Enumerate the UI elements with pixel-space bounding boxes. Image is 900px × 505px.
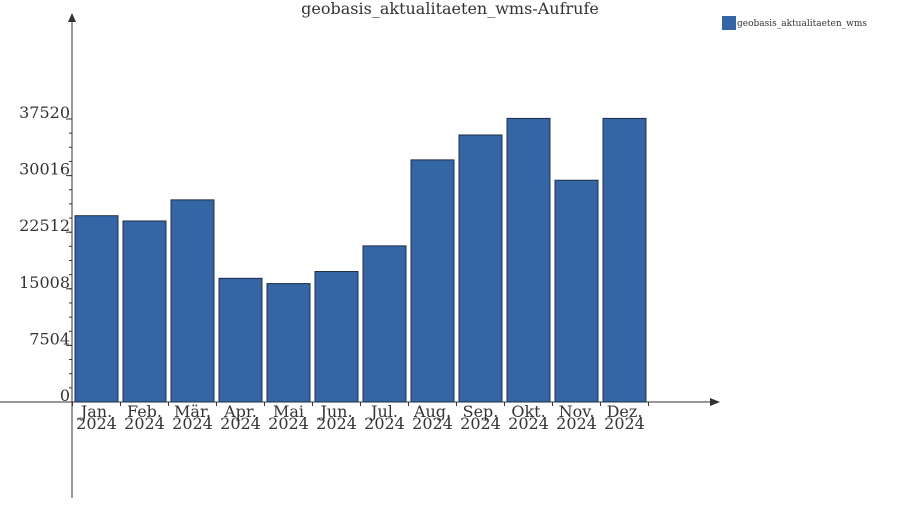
y-tick-label: 0	[60, 386, 70, 405]
legend-swatch	[722, 16, 736, 30]
y-tick-label: 15008	[19, 273, 70, 292]
x-tick-label-month: Dez.	[607, 402, 643, 421]
x-tick-label-month: Jul.	[369, 402, 398, 421]
x-tick-label-month: Feb.	[127, 402, 162, 421]
x-tick-label-year: 2024	[508, 414, 549, 433]
x-tick-label-year: 2024	[76, 414, 117, 433]
x-tick-label-month: Okt.	[511, 402, 545, 421]
x-tick-label-month: Apr.	[223, 402, 257, 421]
x-tick-label-month: Jan.	[79, 402, 112, 421]
x-tick-label-year: 2024	[604, 414, 645, 433]
x-tick-label-year: 2024	[268, 414, 309, 433]
bar	[74, 215, 119, 403]
bar	[458, 134, 503, 403]
y-tick-label: 7504	[29, 329, 70, 348]
x-tick-label-year: 2024	[124, 414, 165, 433]
x-tick-label-month: Mai	[273, 402, 304, 421]
x-tick-label-year: 2024	[556, 414, 597, 433]
y-axis-arrow	[68, 13, 76, 22]
x-axis-arrow	[710, 398, 720, 406]
x-tick-label-month: Mär.	[174, 402, 211, 421]
bar	[122, 220, 167, 403]
x-tick-label-month: Jun.	[318, 402, 352, 421]
bar	[170, 199, 215, 403]
legend-label: geobasis_aktualitaeten_wms	[737, 19, 867, 29]
x-tick-label-year: 2024	[460, 414, 501, 433]
bar	[266, 283, 311, 403]
bar	[362, 245, 407, 403]
y-tick-label: 30016	[19, 160, 70, 179]
x-tick-label-month: Nov.	[559, 402, 595, 421]
x-tick-label-year: 2024	[412, 414, 453, 433]
bar	[218, 277, 263, 403]
bar	[506, 117, 551, 403]
bar	[314, 271, 359, 403]
x-tick-label-year: 2024	[172, 414, 213, 433]
bars	[74, 117, 647, 403]
x-axis-labels: Jan.2024Feb.2024Mär.2024Apr.2024Mai2024J…	[76, 402, 645, 433]
bar	[410, 159, 455, 403]
y-tick-label: 37520	[19, 103, 70, 122]
x-tick-label-month: Aug.	[413, 402, 451, 421]
bar	[602, 117, 647, 403]
bar	[554, 179, 599, 403]
y-axis-labels: 0 7504 15008 22512 30016 37520	[19, 103, 70, 405]
y-tick-label: 22512	[19, 216, 70, 235]
x-tick-label-year: 2024	[316, 414, 357, 433]
x-tick-label-month: Sep.	[463, 402, 499, 421]
legend: geobasis_aktualitaeten_wms	[722, 16, 867, 30]
chart-title: geobasis_aktualitaeten_wms-Aufrufe	[301, 0, 599, 18]
x-tick-label-year: 2024	[220, 414, 261, 433]
x-tick-label-year: 2024	[364, 414, 405, 433]
